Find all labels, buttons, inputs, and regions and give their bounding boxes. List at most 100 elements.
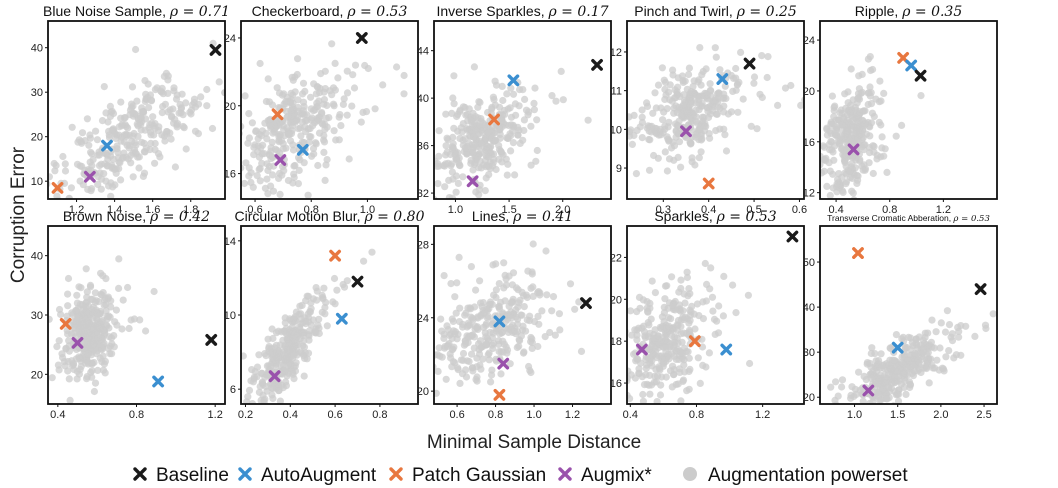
powerset-point	[459, 349, 468, 358]
powerset-point	[283, 30, 290, 37]
powerset-point	[651, 289, 660, 297]
powerset-point	[213, 426, 220, 433]
powerset-point	[732, 64, 740, 73]
powerset-point	[146, 121, 154, 129]
powerset-point	[613, 353, 620, 360]
powerset-point	[677, 163, 685, 171]
powerset-point	[648, 342, 656, 350]
powerset-point	[489, 162, 497, 170]
powerset-point	[463, 150, 471, 158]
powerset-point	[298, 90, 307, 98]
powerset-point	[221, 89, 225, 97]
powerset-point	[877, 97, 885, 105]
powerset-point	[527, 368, 535, 377]
powerset-point	[642, 364, 650, 372]
panel-correlation: ρ = 0.53	[952, 214, 989, 224]
y-tick-label: 24	[803, 35, 815, 47]
powerset-point	[716, 66, 724, 74]
x-tick-label: 0.4	[50, 409, 65, 421]
augmix-point	[497, 357, 510, 370]
powerset-point	[524, 267, 532, 275]
powerset-point	[322, 161, 330, 169]
plot-frame	[240, 20, 419, 200]
powerset-point	[289, 141, 297, 149]
powerset-point	[643, 99, 651, 107]
powerset-point	[877, 350, 885, 358]
y-tick-label: 16	[803, 137, 815, 149]
powerset-point	[448, 145, 456, 153]
powerset-point	[925, 379, 933, 387]
powerset-point	[453, 279, 461, 287]
powerset-point	[719, 312, 728, 320]
powerset-point	[847, 134, 855, 142]
powerset-point	[823, 124, 831, 132]
powerset-point	[560, 137, 567, 144]
powerset-point	[498, 82, 506, 90]
powerset-point	[65, 194, 73, 199]
y-tick-label: 20	[417, 386, 429, 398]
x-tick-label: 1.8	[183, 204, 198, 216]
powerset-point	[467, 332, 475, 340]
powerset-point	[487, 378, 495, 386]
powerset-point	[477, 365, 485, 373]
powerset-point	[83, 293, 91, 301]
plot-frame	[626, 20, 805, 200]
chart-panel: Transverse Cromatic Abberation, ρ = 0.53…	[778, 213, 998, 435]
powerset-point	[454, 179, 462, 187]
powerset-point	[321, 67, 329, 75]
powerset-point	[151, 146, 159, 154]
powerset-point	[132, 141, 140, 149]
powerset-point	[552, 97, 560, 105]
panel-correlation: ρ = 0.80	[363, 209, 424, 225]
powerset-point	[104, 118, 112, 126]
powerset-point	[456, 134, 464, 143]
powerset-point	[126, 111, 134, 119]
powerset-point	[529, 240, 537, 248]
powerset-point	[91, 289, 99, 297]
powerset-point	[113, 321, 121, 329]
powerset-point	[117, 114, 125, 122]
powerset-point	[529, 292, 537, 300]
powerset-point	[424, 349, 431, 356]
powerset-point	[99, 317, 107, 325]
powerset-point	[290, 351, 298, 359]
powerset-point	[686, 112, 694, 120]
baseline-point	[591, 59, 603, 71]
powerset-point	[711, 44, 719, 52]
powerset-point	[142, 327, 150, 335]
powerset-point	[129, 102, 137, 110]
panel-title: Inverse Sparkles, ρ = 0.17	[436, 3, 608, 20]
powerset-point	[654, 154, 662, 162]
powerset-point	[31, 212, 38, 219]
powerset-point	[484, 128, 492, 137]
powerset-point	[778, 428, 785, 435]
powerset-point	[329, 84, 338, 92]
powerset-point	[104, 162, 112, 170]
powerset-point	[339, 100, 347, 108]
plot-frame	[47, 20, 226, 200]
powerset-point	[704, 107, 712, 115]
patch-gaussian-point	[852, 247, 864, 259]
powerset-point	[182, 145, 190, 153]
powerset-point	[482, 340, 490, 348]
powerset-point	[506, 360, 514, 368]
powerset-point	[448, 194, 456, 199]
powerset-point	[519, 349, 528, 357]
powerset-point	[733, 81, 742, 89]
powerset-point	[269, 187, 278, 195]
powerset-point	[695, 136, 703, 144]
powerset-point	[638, 324, 646, 332]
powerset-point	[281, 357, 289, 365]
powerset-point	[437, 315, 445, 323]
powerset-point	[158, 109, 166, 117]
powerset-point	[264, 190, 272, 198]
y-tick-label: 20	[31, 132, 43, 144]
powerset-point	[643, 124, 651, 132]
powerset-point	[79, 181, 87, 189]
powerset-point	[677, 349, 685, 357]
powerset-point	[467, 263, 475, 271]
powerset-point	[77, 284, 85, 292]
powerset-point	[525, 108, 533, 116]
powerset-point	[866, 53, 874, 61]
powerset-point	[876, 396, 884, 404]
